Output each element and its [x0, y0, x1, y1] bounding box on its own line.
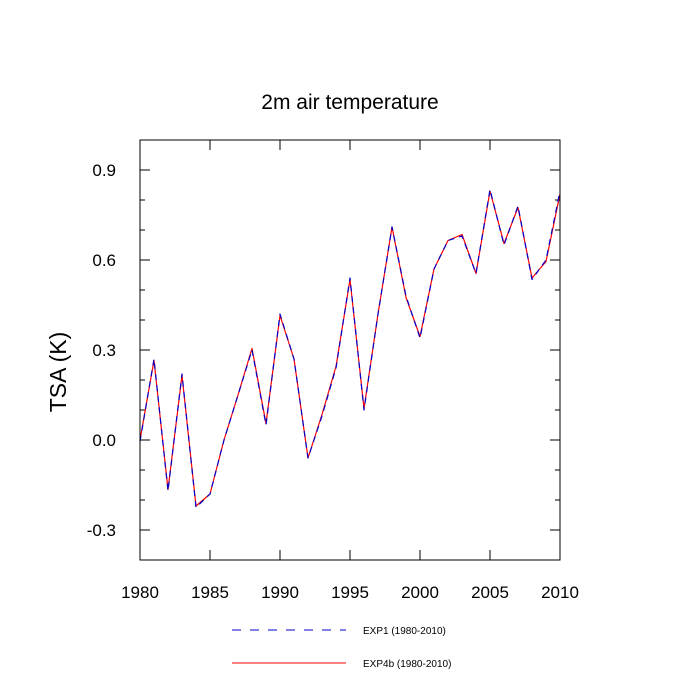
- y-tick-label: 0.6: [92, 251, 116, 270]
- y-tick-label: 0.3: [92, 341, 116, 360]
- tick-labels: 1980 1985 1990 1995 2000 2005 2010 -0.3 0.0 0.3 0.…: [87, 161, 579, 602]
- x-tick-label: 1995: [331, 583, 369, 602]
- x-tick-label: 1990: [261, 583, 299, 602]
- plot-frame: [139, 139, 561, 561]
- y-tick-label: 0.0: [92, 431, 116, 450]
- series-line-exp4b: [139, 190, 561, 507]
- plot-series: [139, 188, 561, 509]
- x-tick-label: 1980: [121, 583, 159, 602]
- y-tick-label: 0.9: [92, 161, 116, 180]
- x-tick-label: 2005: [471, 583, 509, 602]
- x-tick-label: 2000: [401, 583, 439, 602]
- legend: EXP1 (1980-2010) EXP4b (1980-2010): [232, 626, 451, 670]
- legend-label-exp1: EXP1 (1980-2010): [363, 626, 446, 637]
- x-tick-label: 1985: [191, 583, 229, 602]
- axis-ticks: [139, 139, 561, 561]
- x-tick-label: 2010: [541, 583, 579, 602]
- legend-label-exp4b: EXP4b (1980-2010): [363, 659, 451, 670]
- y-axis-label: TSA (K): [45, 332, 71, 413]
- y-tick-label: -0.3: [87, 521, 116, 540]
- series-line-exp1: [139, 188, 561, 509]
- chart-title: 2m air temperature: [261, 91, 438, 114]
